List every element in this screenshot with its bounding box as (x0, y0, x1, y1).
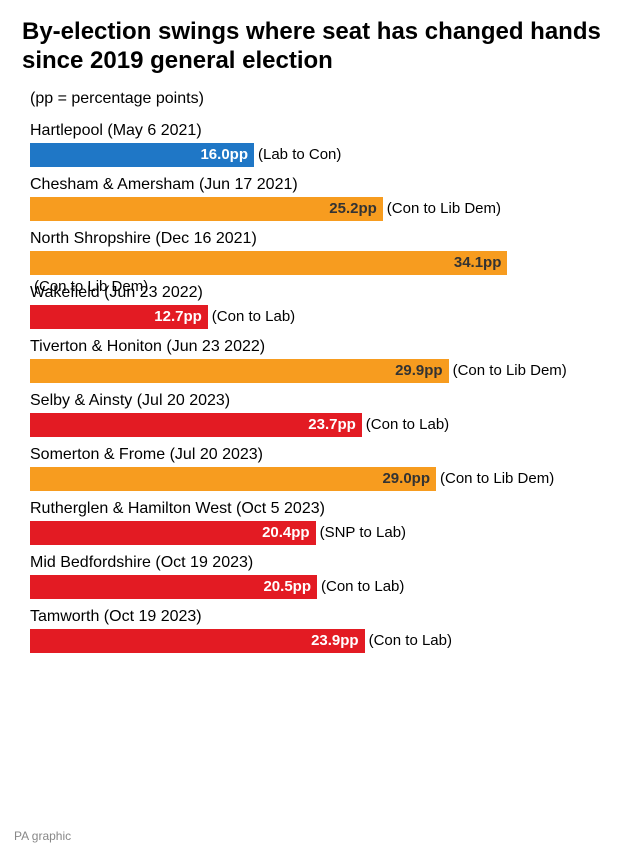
swing-bar: 29.0pp (30, 467, 436, 491)
chart-subtitle: (pp = percentage points) (30, 90, 618, 108)
bar-line: 29.9pp (Con to Lib Dem) (30, 359, 618, 383)
constituency-label: Somerton & Frome (Jul 20 2023) (30, 446, 618, 464)
swing-value: 23.7pp (308, 413, 356, 437)
bar-row: Tiverton & Honiton (Jun 23 2022) 29.9pp (C… (30, 338, 618, 383)
swing-value: 34.1pp (454, 251, 502, 275)
swing-bar: 12.7pp (30, 305, 208, 329)
bar-line: 25.2pp (Con to Lib Dem) (30, 197, 618, 221)
bar-line: 12.7pp (Con to Lab) (30, 305, 618, 329)
bar-line: 29.0pp (Con to Lib Dem) (30, 467, 618, 491)
swing-bar: 16.0pp (30, 143, 254, 167)
constituency-label: Tamworth (Oct 19 2023) (30, 608, 618, 626)
chart-title: By-election swings where seat has change… (22, 18, 618, 76)
swing-direction: (Con to Lib Dem) (440, 467, 554, 491)
bar-line: 34.1pp(Con to Lib Dem) (30, 251, 618, 275)
bar-line: 20.4pp (SNP to Lab) (30, 521, 618, 545)
constituency-label: Hartlepool (May 6 2021) (30, 122, 618, 140)
bar-row: Selby & Ainsty (Jul 20 2023) 23.7pp (Con t… (30, 392, 618, 437)
bar-row: North Shropshire (Dec 16 2021) 34.1pp(Con… (30, 230, 618, 275)
bar-line: 16.0pp (Lab to Con) (30, 143, 618, 167)
swing-value: 25.2pp (329, 197, 377, 221)
swing-direction: (SNP to Lab) (320, 521, 406, 545)
constituency-label: Selby & Ainsty (Jul 20 2023) (30, 392, 618, 410)
bar-line: 20.5pp (Con to Lab) (30, 575, 618, 599)
bar-line: 23.7pp (Con to Lab) (30, 413, 618, 437)
swing-bar: 23.9pp (30, 629, 365, 653)
swing-bar: 29.9pp (30, 359, 449, 383)
credit-text: PA graphic (14, 829, 71, 843)
constituency-label: Tiverton & Honiton (Jun 23 2022) (30, 338, 618, 356)
swing-value: 20.5pp (263, 575, 311, 599)
swing-direction: (Con to Lib Dem) (34, 275, 148, 299)
swing-value: 16.0pp (200, 143, 248, 167)
swing-direction: (Con to Lab) (369, 629, 452, 653)
bar-row: Somerton & Frome (Jul 20 2023) 29.0pp (Con… (30, 446, 618, 491)
swing-bar: 20.5pp (30, 575, 317, 599)
constituency-label: Chesham & Amersham (Jun 17 2021) (30, 176, 618, 194)
swing-direction: (Lab to Con) (258, 143, 341, 167)
bar-rows-container: Hartlepool (May 6 2021) 16.0pp (Lab to Con… (30, 122, 618, 653)
constituency-label: Mid Bedfordshire (Oct 19 2023) (30, 554, 618, 572)
swing-direction: (Con to Lab) (212, 305, 295, 329)
swing-bar: 20.4pp (30, 521, 316, 545)
swing-value: 20.4pp (262, 521, 310, 545)
swing-direction: (Con to Lib Dem) (453, 359, 567, 383)
bar-row: Tamworth (Oct 19 2023) 23.9pp (Con to Lab) (30, 608, 618, 653)
swing-direction: (Con to Lab) (366, 413, 449, 437)
swing-direction: (Con to Lab) (321, 575, 404, 599)
bar-line: 23.9pp (Con to Lab) (30, 629, 618, 653)
constituency-label: North Shropshire (Dec 16 2021) (30, 230, 618, 248)
swing-value: 29.9pp (395, 359, 443, 383)
swing-bar: 34.1pp (30, 251, 507, 275)
swing-bar: 25.2pp (30, 197, 383, 221)
bar-row: Mid Bedfordshire (Oct 19 2023) 20.5pp (Con… (30, 554, 618, 599)
bar-row: Rutherglen & Hamilton West (Oct 5 2023) 2… (30, 500, 618, 545)
swing-value: 12.7pp (154, 305, 202, 329)
swing-value: 23.9pp (311, 629, 359, 653)
bar-row: Hartlepool (May 6 2021) 16.0pp (Lab to Con… (30, 122, 618, 167)
swing-value: 29.0pp (382, 467, 430, 491)
bar-row: Chesham & Amersham (Jun 17 2021) 25.2pp (C… (30, 176, 618, 221)
swing-direction: (Con to Lib Dem) (387, 197, 501, 221)
swing-bar: 23.7pp (30, 413, 362, 437)
constituency-label: Rutherglen & Hamilton West (Oct 5 2023) (30, 500, 618, 518)
